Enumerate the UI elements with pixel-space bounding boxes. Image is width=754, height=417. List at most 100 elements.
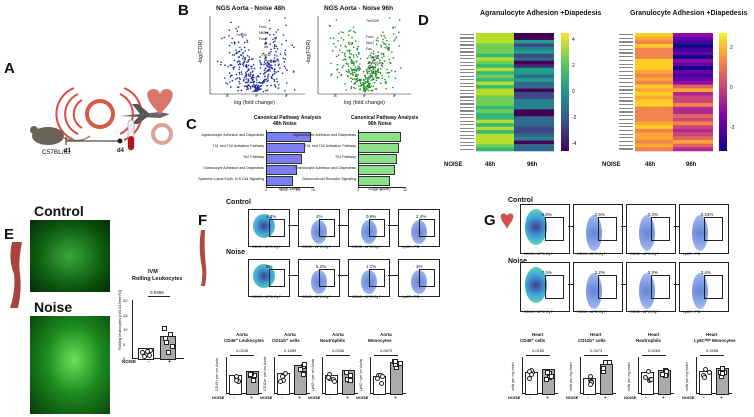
volcano-left-point <box>277 84 280 86</box>
volcano-right-point <box>377 69 379 72</box>
volcano-right-point <box>367 78 369 81</box>
volcano-right-point <box>383 55 385 57</box>
g-point-noise <box>601 366 607 372</box>
heatmap-left-cell <box>476 119 514 124</box>
volcano-left-point <box>274 61 276 63</box>
g-point-control <box>527 369 533 375</box>
f-point-control <box>326 374 332 380</box>
volcano-left-point <box>263 69 266 72</box>
volcano-left-point <box>259 72 262 75</box>
g-facs-xaxis-label: Ly6C - PB <box>683 310 701 314</box>
g-chart-group: - <box>587 395 589 400</box>
volcano-left-point <box>239 54 242 56</box>
viridis-colorbar-tick: 4 <box>572 37 575 43</box>
volcano-left-point <box>235 27 237 30</box>
heatmap-right-cell <box>635 58 673 63</box>
ivm-ylabel: Rolling leukocytes [n/0.015mm²/2] <box>117 289 122 350</box>
volcano-left-point <box>271 74 274 77</box>
volcano-right-point <box>350 80 353 83</box>
f-yaxis <box>322 357 323 393</box>
f-point-noise <box>250 378 256 384</box>
ivm-yaxis <box>132 300 133 358</box>
f-facs-arrow <box>338 275 348 276</box>
heatmap-right-cell <box>673 80 713 85</box>
heatmap-right-cell <box>673 103 713 108</box>
heatmap-right-cell <box>673 69 713 74</box>
volcano-left-point <box>247 64 250 67</box>
pathway-left-xaxis <box>266 187 314 188</box>
heatmap-right-row-label <box>619 111 633 113</box>
volcano-right-point <box>351 62 353 65</box>
volcano-right-point <box>378 77 380 79</box>
volcano-left-point <box>270 50 272 53</box>
heatmap-right-row-label <box>619 107 633 109</box>
f-point-noise <box>347 372 353 378</box>
volcano-left-point <box>274 64 276 66</box>
volcano-right-point <box>372 77 374 79</box>
f-point-noise <box>343 369 349 375</box>
volcano-right-point <box>372 59 374 62</box>
heatmap-left-cell <box>514 43 554 48</box>
volcano-right-point <box>349 29 352 32</box>
heatmap-right-cell <box>635 66 673 71</box>
heatmap-left-cell <box>476 144 514 148</box>
volcano-left-point <box>246 41 249 43</box>
day4-label: d4 <box>117 148 125 154</box>
ivm-ytick: 0 <box>123 356 126 361</box>
g-facs-gate <box>651 275 670 299</box>
volcano-left-point <box>228 35 230 37</box>
sound-waves-icon <box>30 87 173 151</box>
g-facs-gate <box>545 275 564 299</box>
g-point-noise <box>660 371 666 377</box>
volcano-left-point <box>238 80 240 83</box>
f-point-control <box>278 379 284 385</box>
volcano-left-point <box>237 60 240 62</box>
volcano-right-point <box>372 50 375 52</box>
ivm-group-minus: - <box>148 359 150 365</box>
heatmap-left-cell <box>514 36 554 41</box>
f-chart-group: + <box>394 395 397 400</box>
g-facs-percent: 3.4% <box>700 269 711 275</box>
volcano-left-point <box>255 84 258 86</box>
volcano-left-point <box>248 58 251 61</box>
pathway-right-yaxis <box>358 130 359 187</box>
volcano-left-point <box>267 77 269 79</box>
volcano-left-point <box>254 84 257 87</box>
volcano-right-point <box>359 82 362 85</box>
f-yaxis <box>274 357 275 393</box>
heatmap-left-cell <box>476 71 514 75</box>
heatmap-right-cell <box>635 114 673 119</box>
volcano-left-plot <box>209 16 305 96</box>
f-facs-plot <box>398 209 440 247</box>
g-point-control <box>648 376 654 382</box>
g-chart-xlabel: NOISE <box>508 395 521 400</box>
volcano-right-point <box>368 83 370 86</box>
f-point-control <box>375 376 381 382</box>
vessel-illustration <box>4 240 26 310</box>
heatmap-left-row-label <box>460 58 474 60</box>
volcano-right-point <box>392 26 394 29</box>
volcano-right-point <box>394 38 396 40</box>
heatmap-right-row-label <box>619 37 633 39</box>
g-noise-label: Noise <box>508 258 528 265</box>
volcano-left-point <box>231 64 233 66</box>
volcano-right-point <box>377 55 380 57</box>
heatmap-left-row-label <box>460 51 474 53</box>
volcano-left-point <box>266 89 269 91</box>
f-facs-gate <box>269 219 285 238</box>
volcano-left-point <box>266 31 269 34</box>
volcano-right-point <box>384 37 387 39</box>
g-chart-xlabel: NOISE <box>682 395 695 400</box>
volcano-left-point <box>249 87 252 90</box>
volcano-right-point <box>383 34 385 37</box>
volcano-right-point <box>375 79 378 82</box>
volcano-right-title: NGS Aorta - Noise 96h <box>324 5 394 12</box>
f-facs-percent: 1.1% <box>366 264 377 270</box>
f-facs-xaxis-label: CD45 - APC-Cy7 <box>302 295 331 299</box>
heatmap-left-cell <box>476 53 514 58</box>
heatmap-left-cell <box>514 109 554 114</box>
volcano-right-point <box>350 53 353 56</box>
pathway-left-xlabel: -log(p-value) <box>278 186 301 191</box>
volcano-left-point <box>228 51 231 54</box>
volcano-left-point <box>275 50 277 53</box>
